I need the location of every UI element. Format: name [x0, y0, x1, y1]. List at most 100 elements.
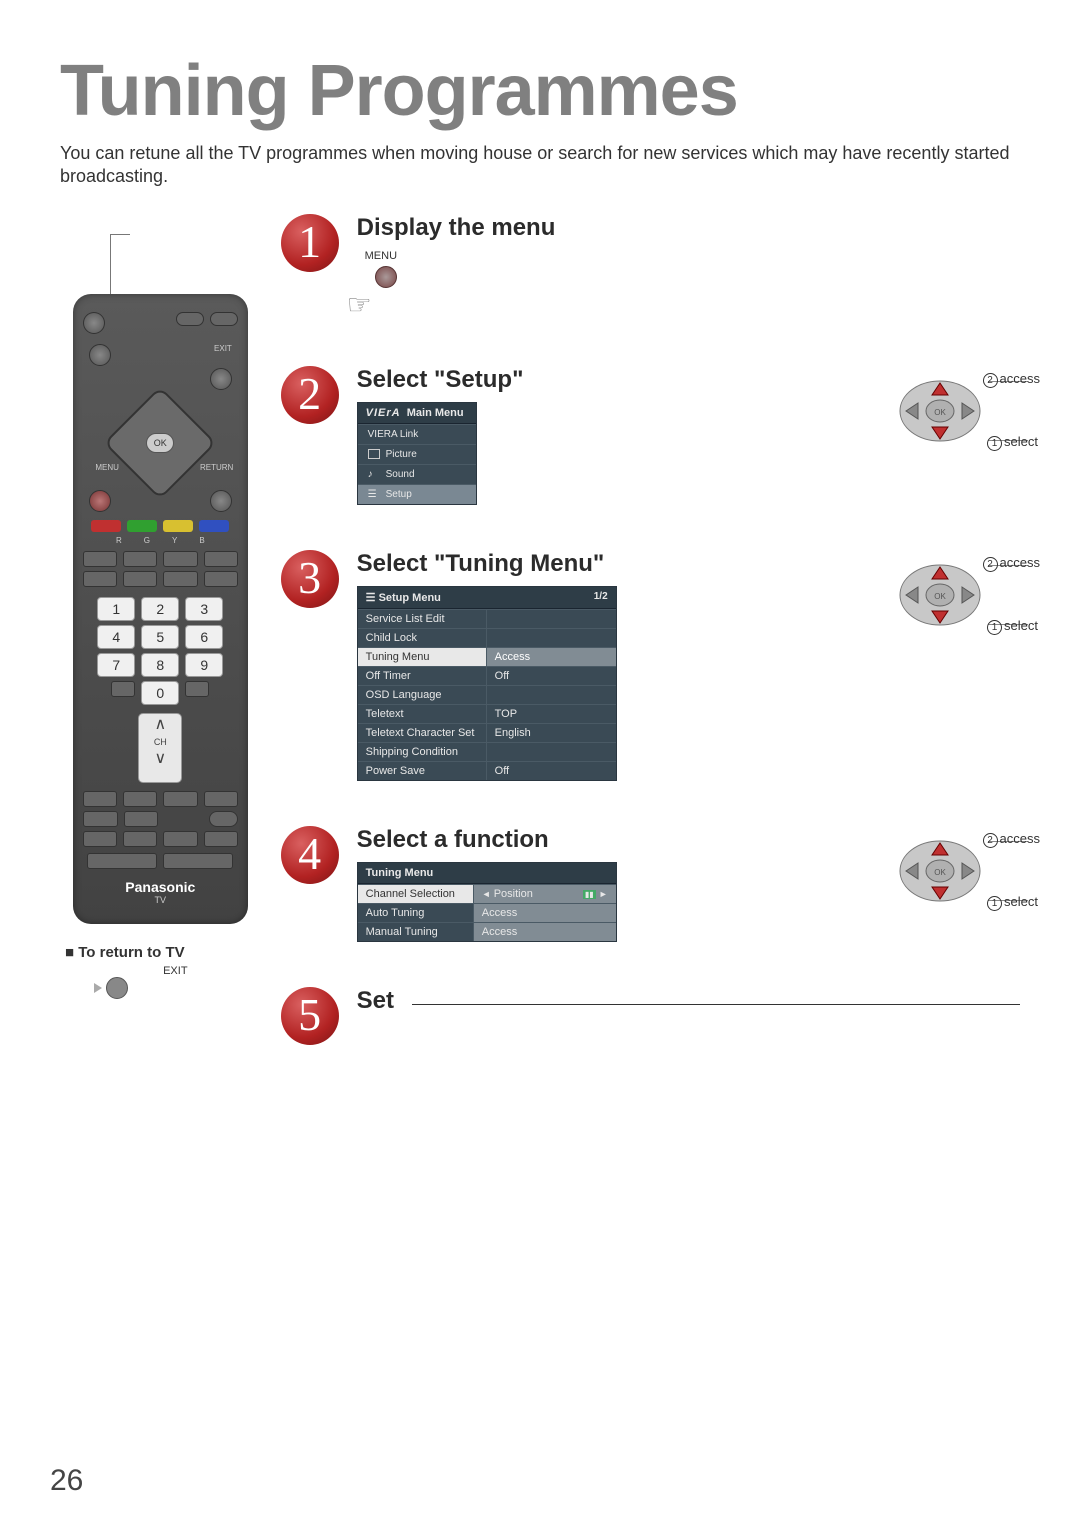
small-button[interactable] — [210, 312, 238, 326]
nav-access-label: access — [1000, 831, 1040, 846]
gray-button[interactable] — [123, 571, 157, 587]
num-8[interactable]: 8 — [141, 653, 179, 677]
yellow-button[interactable] — [163, 520, 193, 532]
exit-caption: EXIT — [90, 965, 261, 977]
return-to-tv-label: To return to TV — [65, 944, 261, 961]
gray-button[interactable] — [185, 681, 209, 697]
exit-button-icon[interactable] — [106, 977, 128, 999]
nav-dpad: OK 2access 1select — [890, 371, 990, 451]
osd-item: ♪Sound — [358, 464, 476, 484]
gray-button[interactable] — [163, 551, 197, 567]
return-label: RETURN — [200, 463, 233, 472]
power-button[interactable] — [83, 312, 105, 334]
color-label: G — [144, 536, 150, 545]
nav-access-label: access — [1000, 555, 1040, 570]
blue-button[interactable] — [199, 520, 229, 532]
num-0[interactable]: 0 — [141, 681, 179, 705]
small-button[interactable] — [176, 312, 204, 326]
channel-rocker[interactable]: ∧ CH ∨ — [138, 713, 182, 783]
step-2: 2 Select "Setup" VIErA Main Menu VIERA L… — [281, 366, 1020, 505]
num-4[interactable]: 4 — [97, 625, 135, 649]
exit-label: EXIT — [214, 344, 232, 366]
return-button[interactable] — [210, 490, 232, 512]
main-menu-osd: VIErA Main Menu VIERA Link Picture ♪Soun… — [357, 402, 477, 505]
nav-select-label: select — [1004, 894, 1038, 909]
color-label: B — [199, 536, 204, 545]
step-4: 4 Select a function Tuning Menu Channel … — [281, 826, 1020, 942]
ch-label: CH — [139, 737, 181, 747]
gray-button[interactable] — [204, 551, 238, 567]
color-label: Y — [172, 536, 177, 545]
gray-button[interactable] — [123, 831, 157, 847]
red-button[interactable] — [91, 520, 121, 532]
gray-button[interactable] — [83, 831, 117, 847]
step-1: 1 Display the menu MENU ☞ — [281, 214, 1020, 321]
nav-select-label: select — [1004, 618, 1038, 633]
gray-button[interactable] — [123, 791, 157, 807]
gray-button[interactable] — [204, 571, 238, 587]
osd-row: Manual TuningAccess — [358, 922, 616, 941]
gray-button[interactable] — [124, 811, 159, 827]
step-number: 5 — [281, 987, 339, 1045]
tuning-menu-osd: Tuning Menu Channel Selection◄ Position … — [357, 862, 617, 942]
nav-access-label: access — [1000, 371, 1040, 386]
dpad[interactable]: OK MENU RETURN — [105, 398, 215, 488]
gray-button[interactable] — [204, 831, 238, 847]
menu-hint: MENU — [365, 250, 1020, 262]
num-5[interactable]: 5 — [141, 625, 179, 649]
step-number: 4 — [281, 826, 339, 884]
color-label: R — [116, 536, 122, 545]
num-2[interactable]: 2 — [141, 597, 179, 621]
small-round-button[interactable] — [89, 344, 111, 366]
gray-button[interactable] — [163, 791, 197, 807]
num-3[interactable]: 3 — [185, 597, 223, 621]
brand-label: Panasonic — [83, 879, 238, 895]
osd-item: Picture — [358, 444, 476, 464]
green-button[interactable] — [127, 520, 157, 532]
remote-control: EXIT OK MENU RETURN R G — [73, 294, 248, 924]
num-7[interactable]: 7 — [97, 653, 135, 677]
step-number: 1 — [281, 214, 339, 272]
gray-button[interactable] — [204, 791, 238, 807]
menu-button[interactable] — [89, 490, 111, 512]
osd-row: Channel Selection◄ Position ▮▮ ► — [358, 884, 616, 903]
num-1[interactable]: 1 — [97, 597, 135, 621]
step-5: 5 Set — [281, 987, 1020, 1045]
osd-row: Teletext Character SetEnglish — [358, 723, 616, 742]
gray-button[interactable] — [163, 571, 197, 587]
gray-button[interactable] — [163, 831, 197, 847]
osd-item: VIERA Link — [358, 424, 476, 444]
num-6[interactable]: 6 — [185, 625, 223, 649]
osd-row: Shipping Condition — [358, 742, 616, 761]
menu-label: MENU — [95, 463, 119, 472]
set-line — [412, 1004, 1020, 1005]
gray-button[interactable] — [87, 853, 157, 869]
num-9[interactable]: 9 — [185, 653, 223, 677]
gray-button[interactable] — [111, 681, 135, 697]
page-number: 26 — [50, 1464, 83, 1498]
svg-text:OK: OK — [934, 592, 946, 601]
svg-text:OK: OK — [934, 408, 946, 417]
osd-row: OSD Language — [358, 685, 616, 704]
gray-button[interactable] — [83, 551, 117, 567]
osd-row: TeletextTOP — [358, 704, 616, 723]
page-title: Tuning Programmes — [60, 50, 1020, 132]
step-title: Set — [357, 987, 394, 1015]
gray-button[interactable] — [83, 811, 118, 827]
ok-button[interactable]: OK — [146, 433, 174, 453]
osd-row: Auto TuningAccess — [358, 903, 616, 922]
arrow-right-icon — [94, 983, 102, 993]
gray-button[interactable] — [83, 791, 117, 807]
gray-button[interactable] — [209, 811, 238, 827]
press-menu-icon: ☞ — [347, 266, 402, 321]
osd-row: Power SaveOff — [358, 761, 616, 780]
gray-button[interactable] — [123, 551, 157, 567]
osd-row: Child Lock — [358, 628, 616, 647]
osd-row: Off TimerOff — [358, 666, 616, 685]
exit-button[interactable] — [210, 368, 232, 390]
gray-button[interactable] — [163, 853, 233, 869]
step-title: Display the menu — [357, 214, 1020, 242]
nav-dpad: OK 2access 1select — [890, 555, 990, 635]
color-buttons — [83, 520, 238, 532]
gray-button[interactable] — [83, 571, 117, 587]
